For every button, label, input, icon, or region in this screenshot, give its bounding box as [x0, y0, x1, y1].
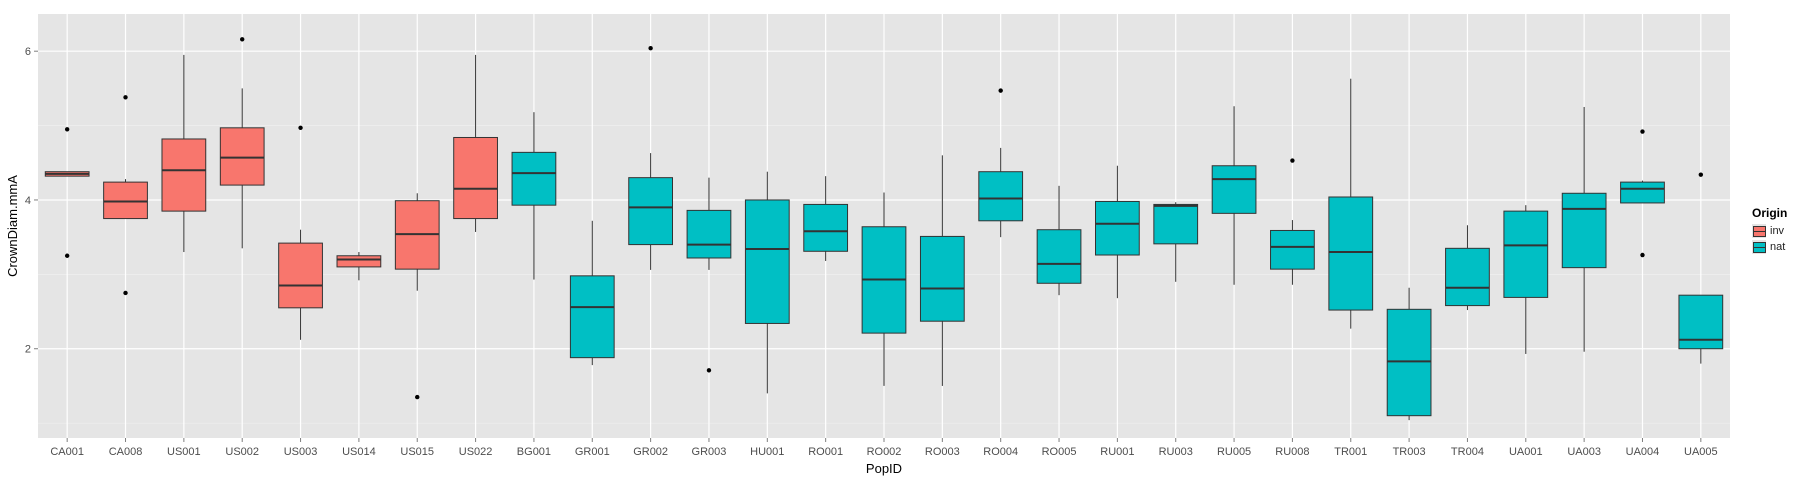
x-tick-label: RO004 [983, 446, 1018, 458]
box-UA004 [1620, 181, 1665, 204]
x-tick-label: TR001 [1334, 446, 1367, 458]
x-tick-label: TR004 [1451, 446, 1484, 458]
box-US001 [161, 138, 207, 212]
y-tick-label: 2 [25, 344, 31, 356]
x-tick-label: RO003 [925, 446, 960, 458]
x-tick-label: CA001 [50, 446, 84, 458]
x-tick-label: US022 [459, 446, 493, 458]
x-tick-label: GR001 [575, 446, 610, 458]
y-tick-label: 6 [25, 46, 31, 58]
box-BG001 [511, 151, 557, 206]
box-CA008 [103, 181, 148, 220]
box-UA001 [1503, 210, 1549, 298]
box-US014 [336, 255, 382, 268]
box-RO004 [978, 171, 1024, 222]
outlier-point [123, 95, 128, 100]
x-tick-label: UA001 [1509, 446, 1543, 458]
legend-item-inv: inv [1752, 223, 1787, 239]
box-UA003 [1561, 192, 1607, 269]
box-GR003 [686, 209, 732, 259]
x-tick-label: RU001 [1100, 446, 1134, 458]
y-axis: 2 4 6 [25, 46, 38, 356]
x-tick-label: UA004 [1626, 446, 1660, 458]
x-tick-label: RU003 [1159, 446, 1193, 458]
x-tick-label: HU001 [750, 446, 784, 458]
outlier-point [1290, 158, 1295, 163]
x-axis-title: PopID [866, 461, 902, 476]
box-GR002 [628, 177, 674, 246]
box-RU001 [1095, 200, 1140, 256]
box-RO001 [803, 203, 849, 252]
x-tick-label: RO005 [1042, 446, 1077, 458]
outlier-point [706, 368, 712, 373]
outlier-point [64, 253, 70, 258]
x-tick-label: UA005 [1684, 446, 1718, 458]
y-tick-label: 4 [25, 195, 31, 207]
outlier-point [298, 125, 303, 131]
legend-label-inv: inv [1770, 225, 1785, 237]
legend: Origin inv nat [1752, 206, 1787, 255]
outlier-point [240, 37, 245, 42]
outlier-point [998, 88, 1003, 93]
outliers [64, 37, 1704, 400]
x-tick-label: RO001 [808, 446, 843, 458]
box-RU005 [1211, 165, 1257, 214]
x-tick-label: US002 [225, 446, 259, 458]
box-US003 [278, 242, 323, 309]
x-axis: CA001 CA008 US001 US002 US003 US014 US015 US022… [50, 438, 1718, 458]
legend-key-inv [1752, 224, 1766, 238]
box-RU003 [1153, 203, 1199, 245]
outlier-point [648, 46, 653, 51]
x-tick-label: TR003 [1393, 446, 1426, 458]
outlier-point [1698, 172, 1704, 177]
x-tick-label: CA008 [109, 446, 143, 458]
x-tick-label: US003 [284, 446, 318, 458]
legend-key-nat [1752, 240, 1766, 254]
box-GR001 [569, 275, 615, 359]
box-TR001 [1328, 196, 1374, 311]
boxes [44, 127, 1724, 417]
legend-label-nat: nat [1770, 241, 1786, 253]
x-tick-label: BG001 [517, 446, 551, 458]
box-RO005 [1036, 229, 1082, 284]
x-tick-label: GR002 [633, 446, 668, 458]
outlier-point [1640, 252, 1645, 258]
outlier-point [123, 290, 128, 296]
x-tick-label: US014 [342, 446, 376, 458]
y-axis-title: CrownDiam.mmA [5, 175, 20, 277]
x-tick-label: US001 [167, 446, 201, 458]
box-US022 [453, 136, 498, 220]
box-TR003 [1386, 308, 1432, 417]
box-TR004 [1445, 247, 1490, 307]
x-tick-label: US015 [400, 446, 434, 458]
x-tick-label: GR003 [692, 446, 727, 458]
outlier-point [415, 394, 420, 400]
x-tick-label: RO002 [867, 446, 902, 458]
legend-item-nat: nat [1752, 239, 1787, 255]
x-tick-label: RU005 [1217, 446, 1251, 458]
legend-title: Origin [1752, 206, 1788, 220]
outlier-point [1640, 129, 1645, 134]
whiskers [125, 54, 1702, 421]
box-RO003 [919, 235, 965, 322]
box-US002 [219, 127, 265, 186]
box-HU001 [744, 199, 790, 324]
x-tick-label: UA003 [1567, 446, 1601, 458]
box-RU008 [1270, 229, 1315, 270]
outlier-point [64, 127, 70, 132]
x-tick-label: RU008 [1275, 446, 1309, 458]
